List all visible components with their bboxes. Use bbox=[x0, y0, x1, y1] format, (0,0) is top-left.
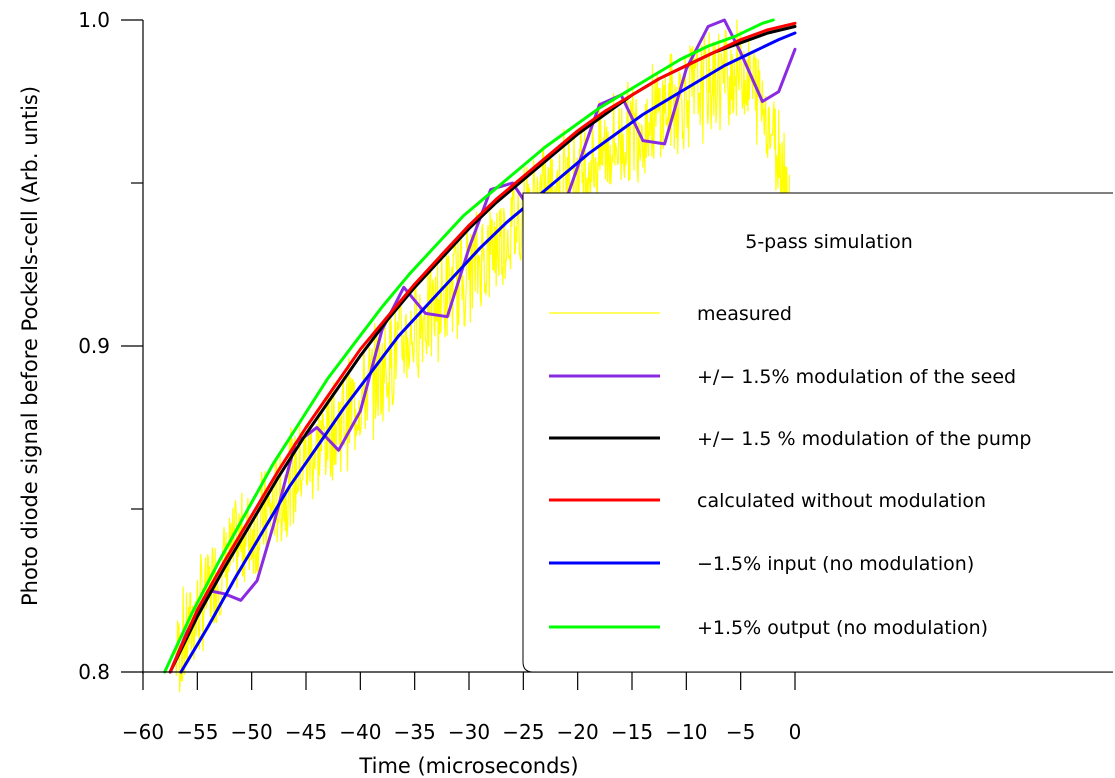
x-tick-label: −25 bbox=[502, 720, 544, 744]
series-line-1-5-input-no-modulation bbox=[179, 31, 797, 674]
x-tick-label: −60 bbox=[122, 720, 164, 744]
legend-title: 5-pass simulation bbox=[745, 231, 913, 253]
series-line-measured bbox=[175, 19, 791, 693]
x-tick-label: −45 bbox=[285, 720, 327, 744]
legend-label: calculated without modulation bbox=[697, 490, 986, 512]
legend-label: measured bbox=[697, 303, 792, 325]
x-tick-label: −30 bbox=[448, 720, 490, 744]
axes: −60 −55 −50 −45 −40 −35 −30 −25 −20 −15 −10 −5 00.80… bbox=[78, 8, 1113, 744]
y-tick-label: 0.9 bbox=[78, 334, 110, 358]
x-tick-label: −50 bbox=[231, 720, 273, 744]
series-line-1-5-output-no-modulation bbox=[163, 18, 775, 674]
x-tick-label: −20 bbox=[557, 720, 599, 744]
legend-entry-calculated-without-modulation: calculated without modulation bbox=[549, 490, 986, 512]
y-tick-label: 1.0 bbox=[78, 8, 110, 32]
legend-label: +/− 1.5 % modulation of the pump bbox=[697, 428, 1031, 450]
x-tick-label: −15 bbox=[611, 720, 653, 744]
x-tick-label: −5 bbox=[726, 720, 755, 744]
x-tick-label: −55 bbox=[176, 720, 218, 744]
legend-entry-1-5-modulation-of-the-pump: +/− 1.5 % modulation of the pump bbox=[549, 428, 1031, 450]
legend-entry-measured: measured bbox=[549, 303, 792, 325]
legend-entry-1-5-output-no-modulation: +1.5% output (no modulation) bbox=[549, 617, 988, 639]
legend-box bbox=[522, 192, 1113, 673]
x-axis-label: Time (microseconds) bbox=[358, 754, 578, 778]
plot-lines bbox=[163, 18, 797, 693]
legend: 5-pass simulation measured +/− 1.5% modul… bbox=[522, 192, 1113, 673]
x-tick-label: −35 bbox=[394, 720, 436, 744]
series-line-calculated-without-modulation bbox=[168, 21, 797, 674]
legend-label: −1.5% input (no modulation) bbox=[697, 553, 974, 575]
x-tick-label: 0 bbox=[789, 720, 802, 744]
x-tick-label: −10 bbox=[665, 720, 707, 744]
y-axis-label: Photo diode signal before Pockels-cell (… bbox=[18, 86, 42, 606]
y-tick-label: 0.8 bbox=[78, 660, 110, 684]
x-tick-label: −40 bbox=[339, 720, 381, 744]
legend-entry-1-5-modulation-of-the-seed: +/− 1.5% modulation of the seed bbox=[549, 366, 1016, 388]
legend-entries: measured +/− 1.5% modulation of the seed +… bbox=[549, 303, 1031, 639]
legend-label: +1.5% output (no modulation) bbox=[697, 617, 988, 639]
legend-label: +/− 1.5% modulation of the seed bbox=[697, 366, 1016, 388]
legend-entry-1-5-input-no-modulation: −1.5% input (no modulation) bbox=[549, 553, 974, 575]
